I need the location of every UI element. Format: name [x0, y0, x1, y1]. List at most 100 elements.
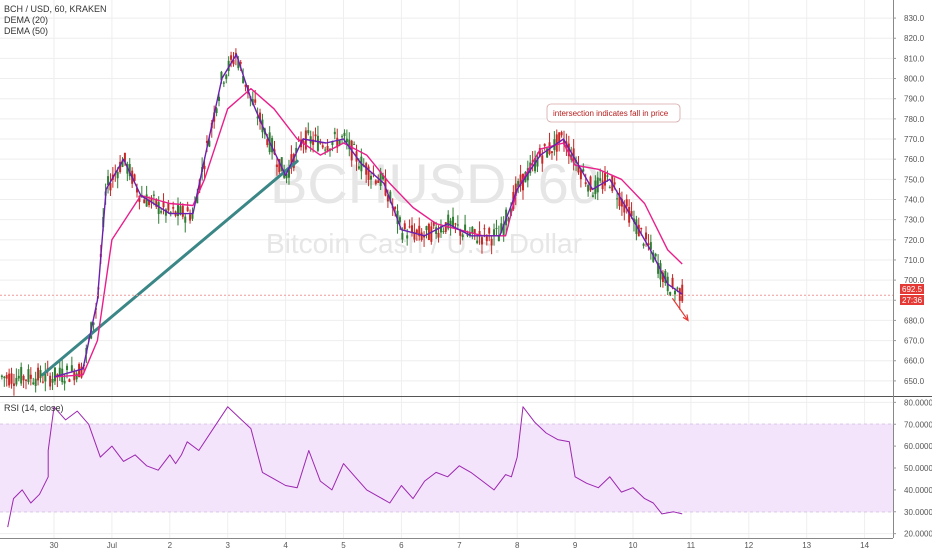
time-tick-label: 13	[802, 541, 811, 550]
candle-body	[109, 183, 112, 191]
trendline	[40, 159, 299, 377]
candle-body	[536, 157, 539, 167]
candle-body	[468, 232, 471, 236]
candle-body	[230, 55, 233, 60]
candle-body	[181, 205, 184, 217]
candle-body	[464, 224, 467, 233]
rsi-label[interactable]: RSI (14, close)	[4, 403, 64, 413]
candle-body	[343, 132, 346, 137]
candle-body	[471, 226, 474, 233]
candle-body	[290, 154, 293, 168]
candle-body	[654, 253, 657, 257]
indicator-dema20-label[interactable]: DEMA (20)	[4, 15, 49, 25]
indicator-dema50-label[interactable]: DEMA (50)	[4, 26, 49, 36]
candle-body	[413, 231, 416, 240]
time-tick-label: 2	[168, 541, 173, 550]
candle-body	[220, 71, 223, 81]
candle-body	[92, 322, 95, 325]
fall-arrow-head	[682, 314, 689, 322]
candle-body	[596, 177, 599, 193]
candle-body	[589, 176, 592, 191]
countdown-badge: 27:36	[900, 295, 924, 305]
candle-body	[647, 243, 650, 246]
candle-body	[442, 231, 445, 233]
candle-body	[396, 210, 399, 224]
candle-body	[128, 164, 131, 177]
price-tick-label: 810.0	[904, 54, 925, 63]
candle-body	[319, 142, 322, 144]
candle-body	[493, 229, 496, 237]
candle-body	[640, 227, 643, 230]
candle-body	[218, 96, 221, 101]
time-tick-label: 3	[225, 541, 230, 550]
time-tick-label: 12	[744, 541, 753, 550]
candle-body	[66, 365, 69, 370]
candle-body	[44, 371, 47, 382]
price-tick-label: 830.0	[904, 14, 925, 23]
candle-body	[150, 197, 153, 203]
candle-body	[473, 229, 476, 234]
candle-body	[167, 203, 170, 211]
candle-body	[669, 291, 672, 296]
candle-body	[447, 214, 450, 229]
candle-body	[345, 138, 348, 143]
price-tick-label: 650.0	[904, 377, 925, 386]
candle-body	[215, 108, 218, 113]
candle-body	[567, 143, 570, 157]
candle-body	[63, 380, 66, 384]
candle-body	[591, 195, 594, 197]
candle-body	[25, 379, 28, 381]
rsi-tick-label: 60.0000	[904, 442, 932, 451]
price-tick-label: 670.0	[904, 337, 925, 346]
candle-body	[242, 75, 245, 84]
symbol-title[interactable]: BCH / USD, 60, KRAKEN	[4, 4, 107, 14]
candle-body	[316, 135, 319, 151]
candle-body	[476, 240, 479, 244]
candle-body	[459, 229, 462, 236]
candle-body	[543, 143, 546, 147]
candle-body	[348, 139, 351, 150]
price-tick-label: 770.0	[904, 135, 925, 144]
candle-body	[15, 377, 18, 385]
annotation-text: intersection indicates fall in price	[553, 109, 669, 118]
candle-body	[184, 216, 187, 223]
time-axis[interactable]: 30 Jul 2 3 4 5 6 7 8 9 10 11 12 13 14	[50, 541, 870, 550]
candle-body	[189, 214, 192, 221]
dema20-line	[53, 53, 683, 378]
candle-body	[394, 207, 397, 210]
candle-body	[587, 185, 590, 192]
fall-arrow	[671, 297, 689, 321]
candle-body	[671, 277, 674, 288]
candle-body	[164, 209, 167, 216]
candle-body	[29, 374, 32, 379]
candle-body	[169, 212, 172, 214]
candle-body	[152, 194, 155, 196]
candle-body	[502, 223, 505, 236]
candle-body	[295, 147, 298, 154]
price-axis[interactable]: 830.0 820.0 810.0 800.0 790.0 780.0 770.0 760.0…	[893, 14, 932, 539]
candle-body	[645, 232, 648, 240]
candle-body	[379, 171, 382, 186]
candle-body	[398, 217, 401, 223]
candle-body	[208, 140, 211, 147]
candle-body	[278, 159, 281, 173]
candle-body	[196, 193, 199, 204]
candle-body	[478, 231, 481, 236]
candle-body	[623, 204, 626, 213]
time-tick-label: 7	[457, 541, 462, 550]
candle-body	[541, 155, 544, 164]
candle-body	[558, 132, 561, 143]
candle-body	[531, 160, 534, 162]
candle-body	[461, 234, 464, 238]
candle-body	[425, 226, 428, 231]
candle-body	[121, 160, 124, 167]
candle-body	[287, 166, 290, 178]
time-tick-label: 6	[399, 541, 404, 550]
price-tick-label: 680.0	[904, 316, 925, 325]
candle-body	[649, 242, 652, 250]
time-tick-label: 14	[860, 541, 869, 550]
candle-body	[538, 148, 541, 157]
annotation-callout[interactable]: intersection indicates fall in price	[546, 103, 681, 123]
candle-body	[642, 243, 645, 246]
